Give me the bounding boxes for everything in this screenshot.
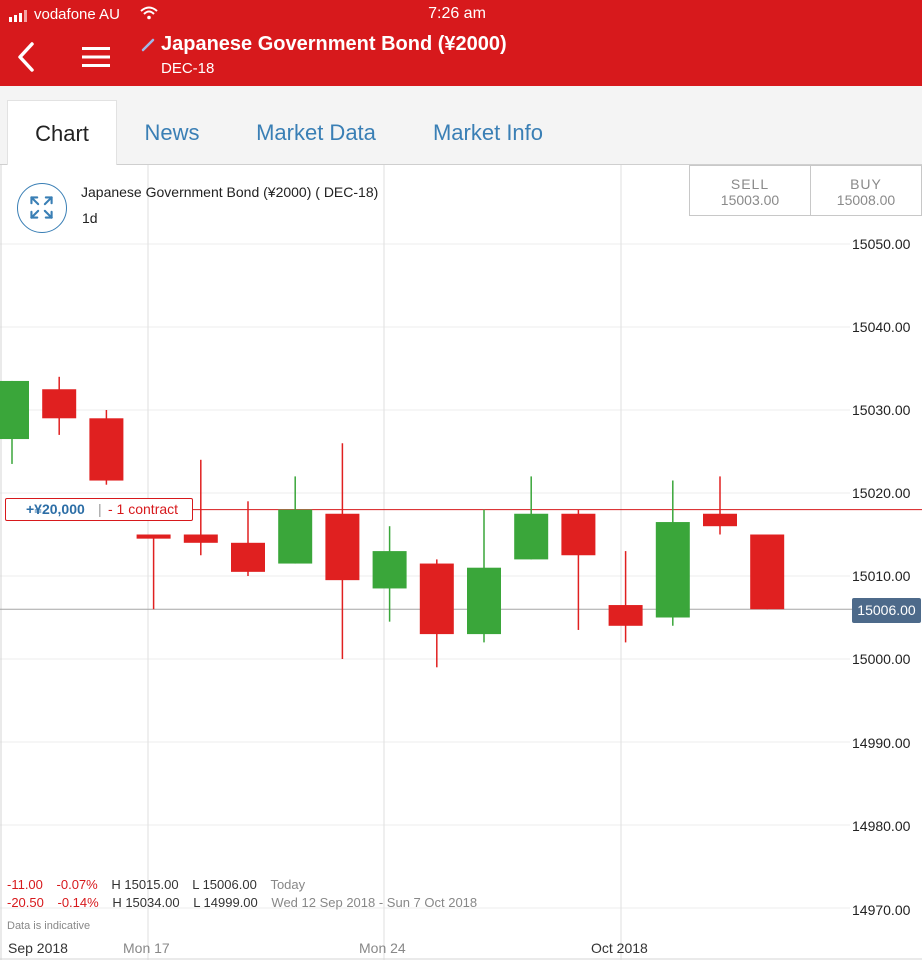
expand-chart-button[interactable] xyxy=(17,183,67,233)
candle-down xyxy=(608,605,643,626)
indicative-note: Data is indicative xyxy=(7,920,91,932)
candle-up xyxy=(0,380,29,440)
y-tick-label: 15010.00 xyxy=(852,568,911,584)
candle-down xyxy=(89,418,124,481)
candle-down xyxy=(703,513,737,527)
sell-button[interactable]: SELL 15003.00 xyxy=(689,165,811,216)
app-header: Japanese Government Bond (¥2000) DEC-18 xyxy=(0,30,922,86)
sell-price: 15003.00 xyxy=(720,192,780,208)
change-percent: -0.14% xyxy=(57,895,99,910)
tab-market-info[interactable]: Market Info xyxy=(432,120,544,145)
x-tick-label: Mon 24 xyxy=(359,940,406,956)
candle-down xyxy=(419,563,454,635)
carrier-name: vodafone AU xyxy=(34,6,120,23)
position-separator: | xyxy=(98,501,102,517)
candle-up xyxy=(467,567,501,635)
x-tick-label: Oct 2018 xyxy=(591,940,648,956)
y-tick-label: 14980.00 xyxy=(852,818,911,834)
candle-up xyxy=(372,551,407,589)
tab-news[interactable]: News xyxy=(144,120,200,145)
tab-chart[interactable]: Chart xyxy=(7,100,117,165)
buy-button[interactable]: BUY 15008.00 xyxy=(810,165,922,216)
back-arrow-icon[interactable] xyxy=(12,40,42,74)
high-value: H 15034.00 xyxy=(112,895,180,910)
edit-pencil-icon[interactable] xyxy=(141,38,155,52)
candle-down xyxy=(750,534,785,610)
tab-bar: Chart News Market Data Market Info xyxy=(0,86,922,165)
candle-down xyxy=(183,534,218,543)
candle-down xyxy=(325,513,360,581)
stats-period-row: -20.50 -0.14% H 15034.00 L 14999.00 Wed … xyxy=(7,895,477,910)
change-percent: -0.07% xyxy=(56,877,98,892)
range-label: Wed 12 Sep 2018 - Sun 7 Oct 2018 xyxy=(271,895,478,910)
sell-label: SELL xyxy=(730,176,770,192)
y-tick-label: 15050.00 xyxy=(852,236,911,252)
position-quantity: - 1 contract xyxy=(108,501,179,517)
y-tick-label: 15020.00 xyxy=(852,485,911,501)
candle-down xyxy=(231,542,265,572)
position-pnl: +¥20,000 xyxy=(26,501,85,517)
candle-down xyxy=(42,389,77,419)
y-tick-label: 14990.00 xyxy=(852,735,911,751)
signal-strength-icon xyxy=(9,10,27,22)
change-value: -11.00 xyxy=(7,877,43,892)
high-value: H 15015.00 xyxy=(111,877,179,892)
low-value: L 14999.00 xyxy=(193,895,258,910)
candle-down xyxy=(136,534,171,539)
y-tick-label: 14970.00 xyxy=(852,902,911,918)
buy-label: BUY xyxy=(850,176,882,192)
status-bar: vodafone AU 7:26 am xyxy=(0,0,922,30)
tab-market-data[interactable]: Market Data xyxy=(256,120,376,145)
hamburger-menu-icon[interactable] xyxy=(80,44,112,70)
open-position-label[interactable]: +¥20,000 | - 1 contract xyxy=(5,498,193,521)
y-tick-label: 15040.00 xyxy=(852,319,911,335)
page-title: Japanese Government Bond (¥2000) xyxy=(161,33,507,55)
wifi-icon xyxy=(140,6,158,20)
chart-instrument-title: Japanese Government Bond (¥2000) ( DEC-1… xyxy=(81,184,379,200)
expand-icon xyxy=(30,196,53,219)
page-subtitle: DEC-18 xyxy=(161,60,215,77)
change-value: -20.50 xyxy=(7,895,44,910)
chart-period-label[interactable]: 1d xyxy=(82,210,98,226)
current-price-badge: 15006.00 xyxy=(852,598,921,623)
stats-today-row: -11.00 -0.07% H 15015.00 L 15006.00 Toda… xyxy=(7,877,305,892)
clock: 7:26 am xyxy=(428,5,486,22)
x-tick-label: Mon 17 xyxy=(123,940,170,956)
buy-price: 15008.00 xyxy=(836,192,896,208)
candle-up xyxy=(655,522,690,618)
candle-down xyxy=(561,513,596,556)
candle-up xyxy=(278,509,313,564)
chart-area[interactable]: Japanese Government Bond (¥2000) ( DEC-1… xyxy=(0,165,922,960)
x-tick-label: Sep 2018 xyxy=(8,940,68,956)
candlestick-chart[interactable] xyxy=(0,165,922,960)
y-tick-label: 15000.00 xyxy=(852,651,911,667)
y-tick-label: 15030.00 xyxy=(852,402,911,418)
low-value: L 15006.00 xyxy=(192,877,257,892)
candle-up xyxy=(514,513,549,560)
range-label: Today xyxy=(270,877,306,892)
